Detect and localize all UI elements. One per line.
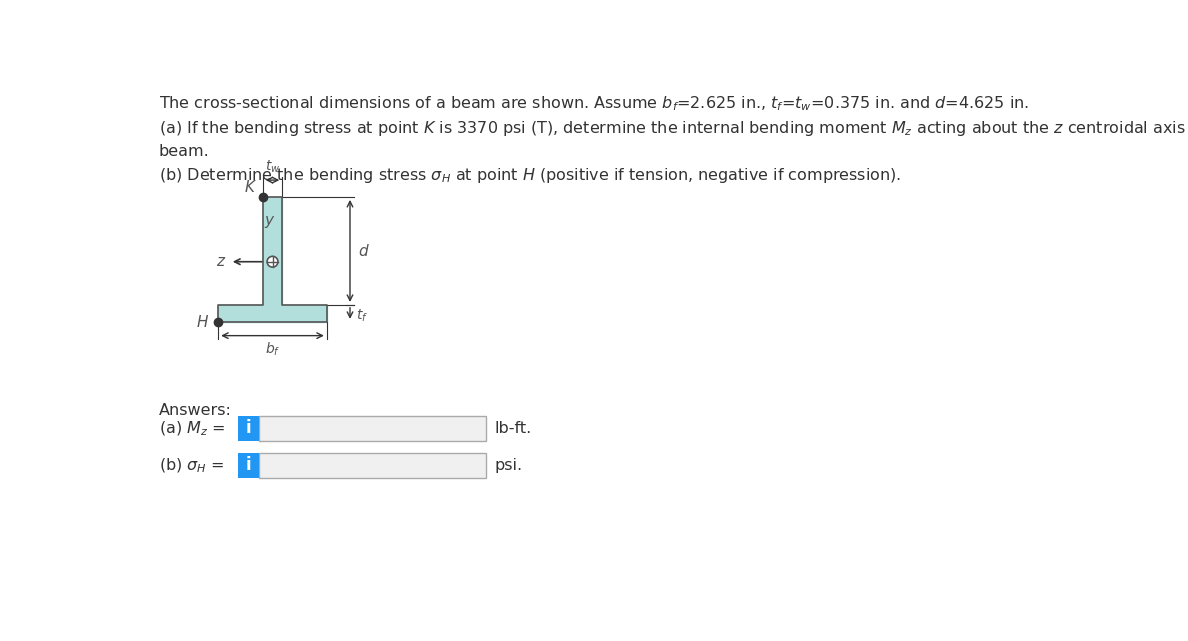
Text: (a) $M_z$ =: (a) $M_z$ =	[158, 419, 225, 438]
FancyBboxPatch shape	[238, 416, 259, 441]
Text: (b) $\sigma_H$ =: (b) $\sigma_H$ =	[158, 456, 225, 474]
Text: (a) If the bending stress at point $K$ is 3370 psi (T), determine the internal b: (a) If the bending stress at point $K$ i…	[158, 119, 1188, 138]
Text: $z$: $z$	[216, 254, 226, 269]
FancyBboxPatch shape	[259, 416, 486, 441]
Text: i: i	[246, 456, 252, 474]
Text: psi.: psi.	[495, 458, 523, 473]
Text: Answers:: Answers:	[158, 403, 232, 418]
Text: $t_w$: $t_w$	[265, 159, 280, 176]
Text: $d$: $d$	[358, 243, 369, 259]
Text: i: i	[246, 419, 252, 437]
Text: lb-ft.: lb-ft.	[495, 421, 532, 436]
Circle shape	[267, 256, 278, 267]
Text: (b) Determine the bending stress $\sigma_H$ at point $H$ (positive if tension, n: (b) Determine the bending stress $\sigma…	[158, 166, 901, 185]
Polygon shape	[219, 197, 327, 322]
FancyBboxPatch shape	[259, 453, 486, 478]
Text: $t_f$: $t_f$	[356, 308, 368, 324]
Text: The cross-sectional dimensions of a beam are shown. Assume $b_f$=2.625 in., $t_f: The cross-sectional dimensions of a beam…	[158, 95, 1029, 113]
Text: $H$: $H$	[196, 314, 209, 329]
Text: $y$: $y$	[264, 213, 276, 229]
Text: $K$: $K$	[244, 179, 257, 195]
Text: $b_f$: $b_f$	[265, 341, 280, 358]
Text: beam.: beam.	[158, 144, 209, 159]
FancyBboxPatch shape	[238, 453, 259, 478]
